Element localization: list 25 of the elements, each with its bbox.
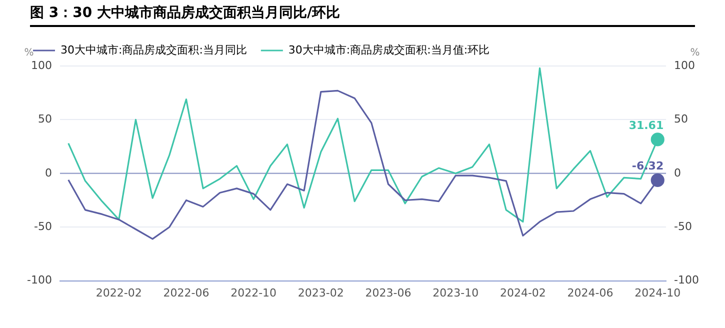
x-tick-label: 2024-10 [634,286,681,300]
y-tick-label: 0 [44,166,52,180]
legend-label: 30大中城市:商品房成交面积:当月值:环比 [288,43,490,56]
x-tick-label: 2023-06 [365,286,412,300]
y-tick-label: 50 [38,112,52,126]
chart-title: 图 3：30 大中城市商品房成交面积当月同比/环比 [30,4,695,27]
x-tick-label: 2024-06 [567,286,614,300]
y-axis-title: % [24,48,34,59]
y2-tick-label: 50 [674,112,688,126]
y-tick-label: -100 [26,274,52,287]
x-tick-label: 2023-10 [432,286,479,300]
y-tick-label: -50 [34,220,52,233]
y2-tick-label: -50 [674,220,692,233]
data-label: 31.61 [628,118,664,132]
x-tick-label: 2022-06 [163,286,210,300]
x-tick-label: 2023-02 [298,286,344,300]
y2-axis-title: % [690,48,700,59]
y2-tick-label: -100 [674,274,700,287]
y2-tick-label: 100 [674,58,696,72]
legend-label: 30大中城市:商品房成交面积:当月同比 [60,43,247,56]
y2-tick-label: 0 [674,166,682,180]
x-tick-label: 2022-02 [96,286,142,300]
x-tick-label: 2024-02 [500,286,546,300]
x-tick-label: 2022-10 [230,286,277,300]
y-tick-label: 100 [30,58,52,72]
